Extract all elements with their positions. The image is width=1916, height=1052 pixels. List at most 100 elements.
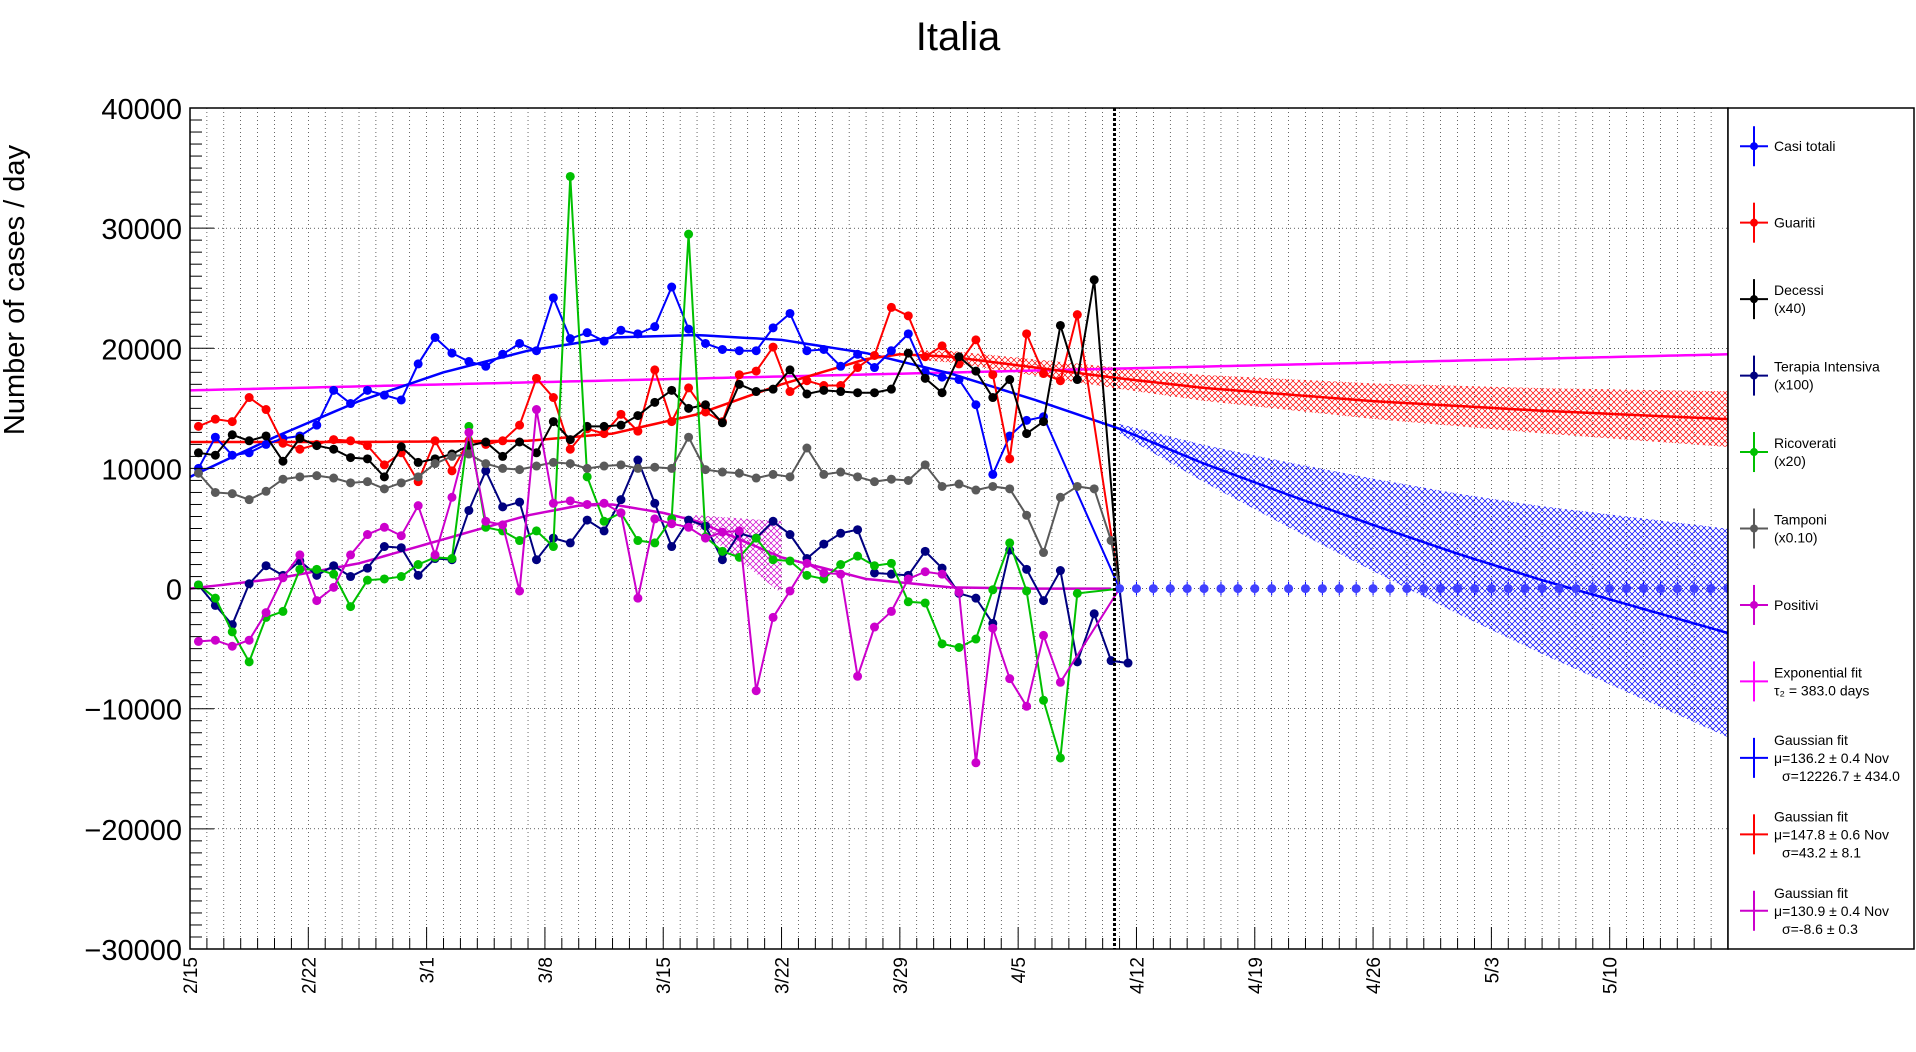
data-point xyxy=(717,418,727,428)
data-point xyxy=(836,560,846,570)
data-point xyxy=(261,561,271,571)
data-point xyxy=(971,400,981,410)
data-point xyxy=(853,551,863,561)
data-point xyxy=(481,459,491,469)
data-point xyxy=(836,361,846,371)
data-point xyxy=(886,474,896,484)
data-point xyxy=(379,390,389,400)
data-point xyxy=(244,635,254,645)
zero-marker xyxy=(1115,584,1125,594)
legend-label: Exponential fit xyxy=(1774,664,1862,680)
data-point xyxy=(278,606,288,616)
data-point xyxy=(548,293,558,303)
data-point xyxy=(717,527,727,537)
data-point xyxy=(599,498,609,508)
data-point xyxy=(1039,369,1049,379)
data-point xyxy=(548,417,558,427)
data-point xyxy=(362,385,372,395)
data-point xyxy=(836,528,846,538)
data-point xyxy=(988,585,998,595)
data-point xyxy=(227,430,237,440)
data-point xyxy=(1055,320,1065,330)
data-point xyxy=(700,407,710,417)
data-point xyxy=(734,468,744,478)
data-point xyxy=(464,357,474,367)
data-point xyxy=(785,308,795,318)
data-point xyxy=(210,487,220,497)
data-point xyxy=(1005,484,1015,494)
data-point xyxy=(261,439,271,449)
zero-marker xyxy=(1334,584,1344,594)
data-point xyxy=(1022,415,1032,425)
data-point xyxy=(751,346,761,356)
data-point xyxy=(633,536,643,546)
data-point xyxy=(227,489,237,499)
data-point xyxy=(329,444,339,454)
x-tick-label: 2/22 xyxy=(299,957,320,994)
data-point xyxy=(1072,310,1082,320)
data-point xyxy=(278,438,288,448)
data-point xyxy=(1055,566,1065,576)
data-point xyxy=(227,417,237,427)
legend-marker xyxy=(1750,142,1758,151)
data-point xyxy=(582,515,592,525)
zero-marker xyxy=(1300,584,1310,594)
data-point xyxy=(599,516,609,526)
legend-label: Gaussian fit xyxy=(1774,885,1848,901)
data-point xyxy=(430,550,440,560)
data-point xyxy=(802,558,812,568)
legend-marker xyxy=(1750,218,1758,227)
data-point xyxy=(599,336,609,346)
data-point xyxy=(261,608,271,618)
data-point xyxy=(295,472,305,482)
data-point xyxy=(346,602,356,612)
zero-marker xyxy=(1216,584,1226,594)
data-point xyxy=(548,542,558,552)
data-point xyxy=(616,325,626,335)
legend-label: Gaussian fit xyxy=(1774,808,1848,824)
data-point xyxy=(937,481,947,491)
zero-marker xyxy=(1638,584,1648,594)
data-point xyxy=(531,461,541,471)
data-point xyxy=(481,466,491,476)
legend: Casi totali Guariti Decessi (x40) Terapia In… xyxy=(1727,107,1915,950)
data-point xyxy=(616,420,626,430)
data-point xyxy=(582,499,592,509)
data-point xyxy=(481,361,491,371)
data-point xyxy=(937,388,947,398)
data-point xyxy=(193,468,203,478)
data-point xyxy=(413,472,423,482)
data-point xyxy=(599,526,609,536)
data-point xyxy=(244,448,254,458)
chart-title: Italia xyxy=(916,15,1001,59)
data-point xyxy=(210,450,220,460)
data-point xyxy=(1055,753,1065,763)
legend-label: Ricoverati xyxy=(1774,435,1836,451)
data-point xyxy=(667,282,677,292)
legend-label: Guariti xyxy=(1774,215,1815,231)
data-point xyxy=(531,448,541,458)
data-point xyxy=(853,363,863,373)
data-point xyxy=(599,461,609,471)
axes: −30000 −20000 −10000 0 10000 20000 30000 40000 2… xyxy=(84,94,1729,994)
data-point xyxy=(1022,586,1032,596)
data-point xyxy=(954,479,964,489)
data-point xyxy=(1072,375,1082,385)
data-point xyxy=(734,346,744,356)
data-point xyxy=(650,514,660,524)
x-tick-label: 2/15 xyxy=(181,957,202,994)
data-point xyxy=(464,427,474,437)
data-point xyxy=(954,642,964,652)
legend-label: (x0.10) xyxy=(1774,530,1818,546)
data-point xyxy=(464,449,474,459)
data-point xyxy=(278,474,288,484)
zero-marker xyxy=(1571,584,1581,594)
data-point xyxy=(295,564,305,574)
legend-label: (x20) xyxy=(1774,453,1806,469)
data-point xyxy=(193,448,203,458)
data-point xyxy=(667,519,677,529)
data-point xyxy=(954,352,964,362)
data-point xyxy=(210,414,220,424)
data-point xyxy=(920,352,930,362)
fit-curve-10 xyxy=(190,503,1112,590)
